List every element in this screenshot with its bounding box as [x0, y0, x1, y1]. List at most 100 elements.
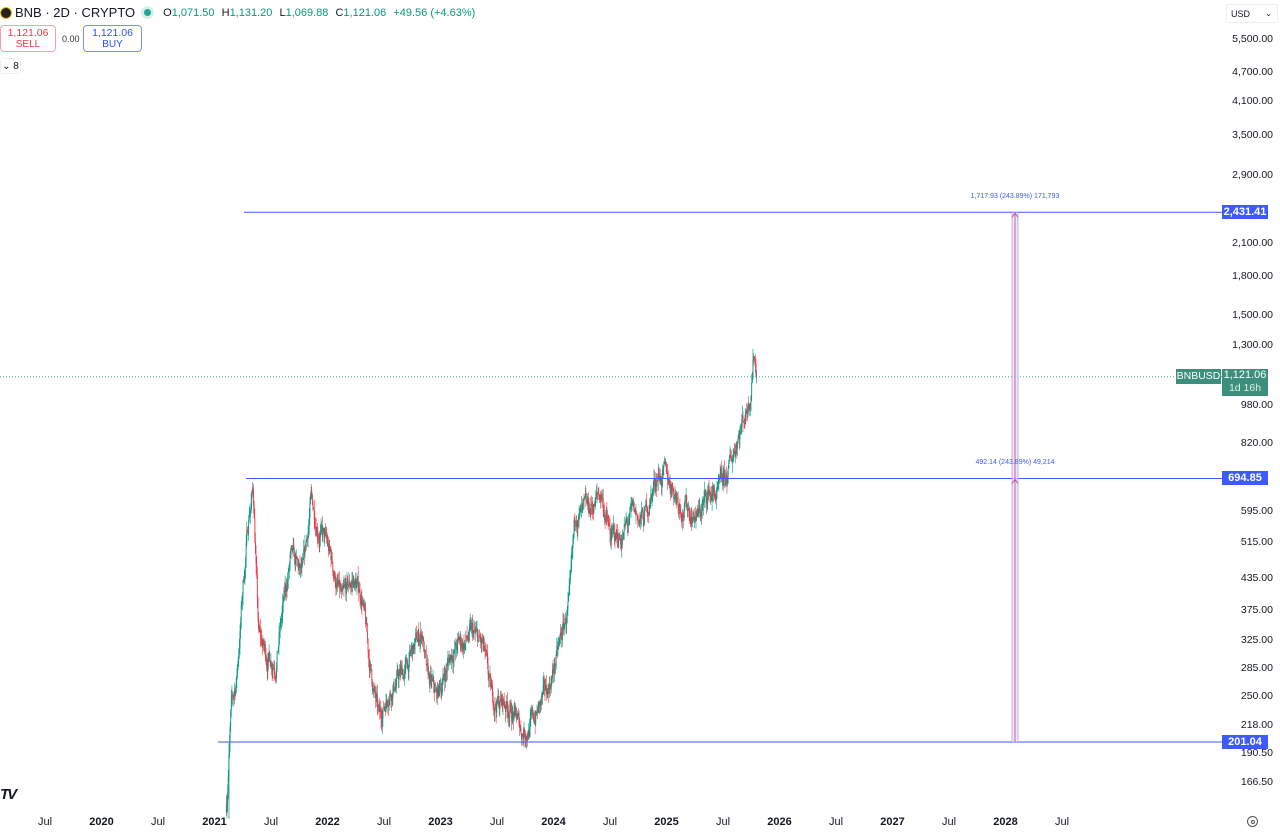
candle-up: [745, 410, 747, 413]
candle-down: [743, 421, 745, 423]
candle-down: [311, 494, 313, 505]
candle-up: [581, 506, 582, 508]
candle-down: [337, 581, 339, 583]
buy-button[interactable]: 1,121.06 BUY: [83, 25, 142, 52]
candle-down: [323, 527, 325, 538]
candle-up: [478, 635, 480, 641]
candle-up: [750, 403, 751, 410]
candle-down: [633, 502, 635, 512]
candle-up: [701, 511, 703, 517]
candle-down: [597, 493, 599, 495]
candle-up: [719, 473, 721, 479]
candle-down: [689, 517, 691, 525]
candle-up: [379, 708, 381, 712]
candle-up: [298, 563, 300, 568]
candle-down: [321, 524, 323, 534]
symbol-title[interactable]: BNB · 2D · CRYPTO: [15, 5, 136, 20]
candle-up: [345, 584, 347, 594]
candle-down: [672, 487, 674, 492]
candle-up: [392, 682, 394, 693]
candle-down: [495, 704, 496, 706]
price-chart[interactable]: [0, 0, 1222, 835]
candle-up: [226, 803, 228, 813]
settings-icon[interactable]: [1247, 816, 1258, 827]
candle-down: [303, 549, 305, 556]
candle-up: [522, 735, 524, 736]
candle-down: [391, 694, 393, 699]
candle-down: [357, 576, 359, 588]
candle-down: [736, 446, 738, 449]
candle-down: [492, 695, 494, 706]
candle-down: [506, 701, 508, 710]
low-label: L: [279, 6, 286, 19]
candle-down: [697, 510, 699, 516]
price-tick: 980.00: [1240, 399, 1273, 412]
candle-up: [233, 694, 235, 697]
candle-up: [571, 547, 573, 553]
candle-up: [231, 694, 233, 698]
candle-down: [337, 582, 339, 585]
candle-down: [715, 499, 717, 501]
candle-up: [286, 584, 288, 592]
candle-up: [612, 529, 613, 531]
tradingview-logo[interactable]: TV: [0, 786, 17, 803]
currency-select[interactable]: USD ⌄: [1226, 4, 1278, 23]
candle-up: [605, 512, 607, 515]
candle-up: [513, 711, 515, 720]
candle-up: [475, 631, 477, 632]
candle-up: [287, 570, 289, 582]
candle-up: [323, 527, 324, 531]
indicators-toggle[interactable]: ⌄ 8: [0, 58, 21, 74]
candle-up: [322, 530, 324, 534]
sell-button[interactable]: 1,121.06 SELL: [0, 25, 56, 52]
candle-up: [237, 665, 238, 675]
candle-down: [314, 518, 316, 527]
candle-down: [326, 538, 328, 544]
candle-up: [728, 459, 730, 469]
time-tick: Jul: [941, 816, 957, 828]
candle-up: [362, 601, 364, 604]
candle-up: [354, 581, 355, 588]
candle-down: [368, 658, 370, 671]
candle-down: [258, 628, 260, 630]
candle-down: [381, 718, 383, 725]
candle-up: [240, 621, 242, 632]
candle-up: [539, 701, 541, 706]
candle-up: [372, 690, 374, 692]
candle-down: [360, 597, 362, 605]
current-symbol-tag: BNBUSD: [1176, 369, 1221, 384]
candle-up: [238, 648, 240, 654]
candle-up: [727, 468, 729, 478]
candle-up: [639, 515, 641, 520]
price-tick: 1,500.00: [1232, 308, 1273, 321]
candle-down: [359, 589, 361, 598]
candle-down: [452, 658, 454, 664]
candle-up: [292, 544, 294, 549]
candle-up: [634, 508, 636, 512]
close-label: C: [335, 6, 344, 19]
candle-up: [625, 520, 627, 522]
candle-down: [592, 506, 594, 513]
candle-down: [402, 673, 404, 680]
candle-down: [672, 482, 673, 488]
candle-down: [658, 473, 660, 475]
candle-up: [279, 622, 281, 632]
candle-down: [463, 643, 465, 649]
candle-up: [629, 507, 631, 510]
candle-up: [355, 586, 357, 589]
candle-down: [550, 685, 552, 690]
candle-up: [324, 534, 326, 538]
candle-up: [696, 510, 698, 519]
candle-down: [485, 650, 487, 652]
candle-down: [576, 527, 578, 530]
candle-up: [751, 383, 753, 396]
candle-down: [738, 434, 740, 440]
candle-up: [548, 684, 550, 694]
market-status-icon: [144, 9, 152, 16]
candle-up: [316, 530, 318, 536]
candle-down: [613, 524, 615, 535]
candle-down: [437, 688, 439, 696]
candle-down: [423, 639, 425, 652]
candle-up: [420, 631, 422, 640]
candle-up: [482, 642, 483, 643]
